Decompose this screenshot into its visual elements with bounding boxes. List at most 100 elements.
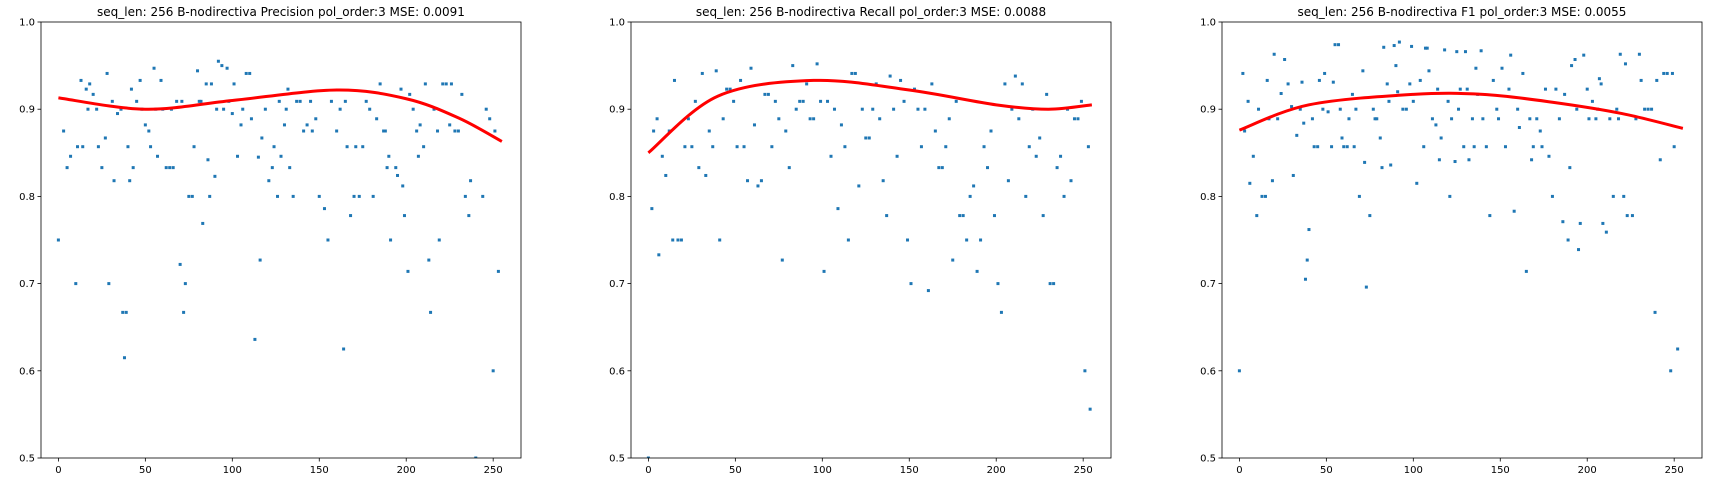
- scatter-point: [646, 456, 650, 458]
- scatter-point: [415, 129, 419, 133]
- scatter-point: [798, 99, 802, 103]
- scatter-point: [1561, 220, 1565, 224]
- scatter-point: [215, 107, 219, 111]
- scatter-point: [1237, 369, 1241, 373]
- scatter-point: [1566, 238, 1570, 242]
- x-tick-label: 150: [310, 465, 329, 476]
- scatter-point: [1375, 117, 1379, 121]
- chart-title: seq_len: 256 B-nodirectiva F1 pol_order:…: [1298, 5, 1627, 19]
- scatter-point: [129, 87, 133, 91]
- scatter-point: [342, 347, 346, 351]
- scatter-point: [1333, 43, 1337, 47]
- scatter-point: [1434, 123, 1438, 127]
- scatter-point: [244, 71, 248, 75]
- y-tick-label: 0.8: [1200, 192, 1216, 203]
- scatter-point: [655, 117, 659, 121]
- scatter-point: [1069, 179, 1073, 183]
- scatter-point: [864, 136, 868, 140]
- y-tick-label: 0.5: [19, 454, 35, 465]
- scatter-point: [1392, 44, 1396, 48]
- scatter-point: [396, 173, 400, 177]
- scatter-point: [735, 145, 739, 149]
- scatter-point: [714, 69, 718, 73]
- scatter-point: [131, 166, 135, 170]
- subplot-precision: seq_len: 256 B-nodirectiva Precision pol…: [19, 5, 522, 476]
- scatter-point: [1618, 52, 1622, 56]
- scatter-point: [1363, 160, 1367, 164]
- scatter-point: [697, 166, 701, 170]
- scatter-point: [241, 107, 245, 111]
- scatter-point: [1305, 258, 1309, 262]
- scatter-point: [992, 214, 996, 218]
- scatter-point: [867, 136, 871, 140]
- scatter-point: [1623, 62, 1627, 66]
- scatter-point: [832, 107, 836, 111]
- scatter-point: [196, 69, 200, 73]
- scatter-point: [95, 107, 99, 111]
- x-tick-label: 100: [813, 465, 832, 476]
- scatter-point: [1312, 145, 1316, 149]
- scatter-point: [206, 158, 210, 162]
- scatter-point: [387, 154, 391, 158]
- scatter-point: [999, 310, 1003, 314]
- x-tick-label: 100: [1404, 465, 1423, 476]
- scatter-point: [1509, 53, 1513, 57]
- scatter-point: [1086, 145, 1090, 149]
- scatter-point: [135, 99, 139, 103]
- scatter-point: [1394, 64, 1398, 68]
- scatter-point: [1076, 117, 1080, 121]
- scatter-point: [481, 194, 485, 198]
- x-tick-label: 0: [55, 465, 61, 476]
- scatter-point: [1270, 179, 1274, 183]
- scatter-point: [704, 173, 708, 177]
- scatter-point: [1337, 43, 1341, 47]
- scatter-point: [474, 456, 478, 458]
- scatter-point: [401, 184, 405, 188]
- scatter-point: [676, 238, 680, 242]
- scatter-point: [1357, 194, 1361, 198]
- scatter-point: [1260, 194, 1264, 198]
- scatter-point: [385, 166, 389, 170]
- scatter-point: [1608, 117, 1612, 121]
- scatter-point: [1521, 71, 1525, 75]
- scatter-point: [1622, 194, 1626, 198]
- scatter-point: [152, 66, 156, 70]
- scatter-point: [671, 238, 675, 242]
- scatter-point: [62, 129, 66, 133]
- scatter-point: [1540, 145, 1544, 149]
- scatter-point: [86, 107, 90, 111]
- scatter-point: [1316, 145, 1320, 149]
- scatter-point: [829, 154, 833, 158]
- scatter-point: [322, 207, 326, 211]
- scatter-point: [88, 82, 92, 86]
- scatter-point: [69, 154, 73, 158]
- y-tick-label: 1.0: [609, 18, 625, 29]
- y-tick-label: 0.7: [609, 279, 625, 290]
- scatter-point: [469, 179, 473, 183]
- scatter-point: [201, 221, 205, 225]
- scatter-point: [1658, 158, 1662, 162]
- scatter-point: [116, 112, 120, 116]
- scatter-point: [1653, 310, 1657, 314]
- scatter-point: [197, 99, 201, 103]
- scatter-point: [164, 166, 168, 170]
- scatter-point: [178, 262, 182, 266]
- scatter-point: [168, 166, 172, 170]
- scatter-point: [1352, 145, 1356, 149]
- x-tick-label: 200: [1578, 465, 1597, 476]
- y-tick-label: 0.8: [609, 192, 625, 203]
- y-tick-label: 0.9: [609, 105, 625, 116]
- scatter-point: [1676, 347, 1680, 351]
- scatter-point: [1630, 214, 1634, 218]
- scatter-point: [801, 99, 805, 103]
- scatter-point: [74, 282, 78, 286]
- scatter-point: [1310, 117, 1314, 121]
- y-tick-label: 0.7: [19, 279, 35, 290]
- scatter-point: [732, 99, 736, 103]
- x-tick-label: 250: [484, 465, 503, 476]
- y-tick-label: 0.6: [609, 366, 625, 377]
- scatter-point: [878, 117, 882, 121]
- scatter-point: [463, 194, 467, 198]
- scatter-series: [646, 62, 1092, 458]
